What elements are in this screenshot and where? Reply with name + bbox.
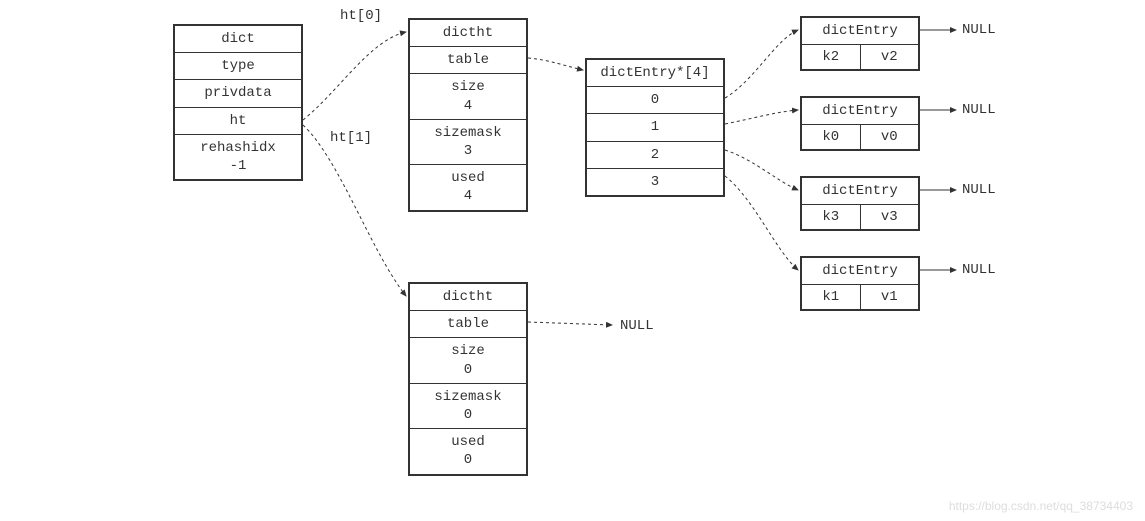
entry-0-kv: k2 v2 — [802, 44, 918, 69]
ht1-null-label: NULL — [620, 318, 654, 334]
table-slot-2: 2 — [587, 142, 723, 169]
entry-1-key: k0 — [802, 125, 861, 149]
ht0-size-value: 4 — [416, 97, 520, 115]
entry-2-key: k3 — [802, 205, 861, 229]
ht0-title: dictht — [410, 20, 526, 47]
ht1-used-value: 0 — [416, 451, 520, 469]
ht0-used: used 4 — [410, 165, 526, 209]
ht1-mask-label: sizemask — [434, 389, 501, 405]
rehash-value: -1 — [181, 157, 295, 175]
entry-3-title: dictEntry — [802, 258, 918, 284]
dict-field-type: type — [175, 53, 301, 80]
entry-2-title: dictEntry — [802, 178, 918, 204]
entry-2-box: dictEntry k3 v3 — [800, 176, 920, 231]
entry-3-box: dictEntry k1 v1 — [800, 256, 920, 311]
ht1-size: size 0 — [410, 338, 526, 383]
arrows-svg — [0, 0, 1145, 521]
ht1-title: dictht — [410, 284, 526, 311]
ht1-used-label: used — [451, 434, 485, 450]
watermark: https://blog.csdn.net/qq_38734403 — [949, 499, 1133, 513]
entry-3-null: NULL — [962, 262, 996, 278]
entry-1-val: v0 — [861, 125, 919, 149]
entry-0-null: NULL — [962, 22, 996, 38]
entry-2-val: v3 — [861, 205, 919, 229]
entry-3-kv: k1 v1 — [802, 284, 918, 309]
ht0-mask: sizemask 3 — [410, 120, 526, 165]
ht1-table: table — [410, 311, 526, 338]
entry-2-null: NULL — [962, 182, 996, 198]
ht1-box: dictht table size 0 sizemask 0 used 0 — [408, 282, 528, 476]
ht0-box: dictht table size 4 sizemask 3 used 4 — [408, 18, 528, 212]
entry-1-title: dictEntry — [802, 98, 918, 124]
ht0-mask-label: sizemask — [434, 125, 501, 141]
table-array-title: dictEntry*[4] — [587, 60, 723, 87]
dict-title: dict — [175, 26, 301, 53]
entry-0-val: v2 — [861, 45, 919, 69]
entry-3-key: k1 — [802, 285, 861, 309]
ht0-mask-value: 3 — [416, 142, 520, 160]
ht1-mask: sizemask 0 — [410, 384, 526, 429]
ht1-label: ht[1] — [330, 130, 372, 146]
ht0-size-label: size — [451, 79, 485, 95]
ht0-used-value: 4 — [416, 187, 520, 205]
entry-1-null: NULL — [962, 102, 996, 118]
dict-field-ht: ht — [175, 108, 301, 135]
ht1-size-label: size — [451, 343, 485, 359]
ht0-used-label: used — [451, 170, 485, 186]
ht1-used: used 0 — [410, 429, 526, 473]
table-slot-3: 3 — [587, 169, 723, 195]
ht0-label: ht[0] — [340, 8, 382, 24]
ht1-mask-value: 0 — [416, 406, 520, 424]
entry-1-kv: k0 v0 — [802, 124, 918, 149]
ht0-table: table — [410, 47, 526, 74]
table-slot-1: 1 — [587, 114, 723, 141]
table-array-box: dictEntry*[4] 0 1 2 3 — [585, 58, 725, 197]
entry-2-kv: k3 v3 — [802, 204, 918, 229]
table-slot-0: 0 — [587, 87, 723, 114]
ht0-size: size 4 — [410, 74, 526, 119]
entry-3-val: v1 — [861, 285, 919, 309]
entry-0-key: k2 — [802, 45, 861, 69]
ht1-size-value: 0 — [416, 361, 520, 379]
dict-field-privdata: privdata — [175, 80, 301, 107]
dict-box: dict type privdata ht rehashidx -1 — [173, 24, 303, 181]
rehash-label: rehashidx — [200, 140, 276, 156]
entry-1-box: dictEntry k0 v0 — [800, 96, 920, 151]
dict-field-rehashidx: rehashidx -1 — [175, 135, 301, 179]
entry-0-title: dictEntry — [802, 18, 918, 44]
entry-0-box: dictEntry k2 v2 — [800, 16, 920, 71]
